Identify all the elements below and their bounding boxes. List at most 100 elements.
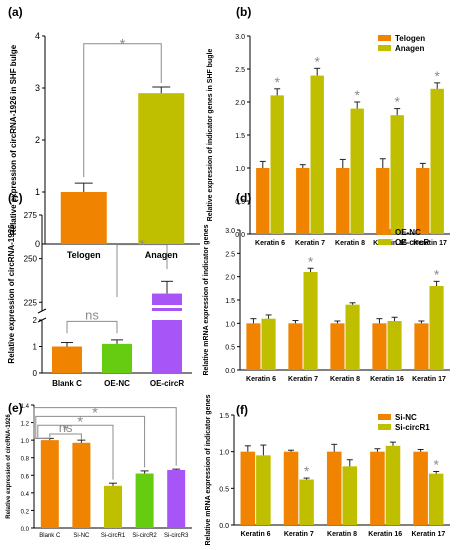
y-tick-label: 0.0 bbox=[219, 523, 229, 530]
panel-label: (a) bbox=[8, 5, 23, 19]
x-tick-label: Keratin 8 bbox=[327, 531, 357, 538]
bar bbox=[326, 451, 342, 525]
y-tick-label: 1.0 bbox=[235, 166, 245, 173]
y-tick-label: 0.2 bbox=[21, 509, 30, 515]
bar bbox=[430, 88, 444, 234]
significance-star: * bbox=[434, 68, 440, 84]
x-tick-label: Keratin 17 bbox=[413, 240, 447, 247]
y-tick-label: 4 bbox=[35, 31, 40, 41]
bar bbox=[60, 192, 107, 244]
legend-swatch bbox=[378, 229, 391, 235]
legend-swatch bbox=[378, 239, 391, 245]
panel-label: (c) bbox=[8, 191, 23, 205]
significance-star: * bbox=[434, 266, 440, 282]
bar bbox=[261, 318, 276, 370]
y-tick-label: 0.4 bbox=[21, 492, 30, 498]
panel-a: (a) 0 1 2 3 4 Relative expression of circRNA-1… bbox=[8, 5, 200, 260]
y-tick-label: 1.5 bbox=[235, 133, 245, 140]
x-tick-label: Keratin 6 bbox=[255, 240, 285, 247]
bar bbox=[104, 485, 122, 528]
legend-swatch bbox=[378, 45, 391, 51]
significance-star: * bbox=[274, 74, 280, 90]
y-tick-label: 275 bbox=[24, 211, 38, 220]
bar bbox=[342, 466, 358, 525]
y-tick-label: 3 bbox=[35, 83, 40, 93]
bar bbox=[270, 95, 284, 235]
legend-label: Telogen bbox=[395, 34, 425, 43]
y-tick-label: 1.5 bbox=[219, 413, 229, 420]
x-tick-label: Keratin 7 bbox=[288, 376, 318, 383]
x-tick-label: Anagen bbox=[145, 250, 178, 260]
bar bbox=[350, 108, 364, 234]
x-tick-label: Keratin 16 bbox=[368, 531, 402, 538]
bar-break-gap bbox=[152, 305, 182, 308]
significance-star: * bbox=[433, 456, 439, 472]
legend-swatch bbox=[378, 424, 391, 430]
bar bbox=[256, 455, 271, 525]
y-tick-label: 0.0 bbox=[21, 527, 30, 533]
y-tick-label: 1.5 bbox=[225, 298, 235, 305]
bar bbox=[72, 442, 91, 528]
significance-bracket bbox=[49, 433, 82, 441]
bar bbox=[167, 470, 186, 528]
panel-label: (b) bbox=[236, 5, 251, 19]
x-tick-label: Telogen bbox=[67, 250, 101, 260]
significance-star: * bbox=[77, 413, 83, 430]
bar bbox=[310, 75, 324, 234]
y-tick-label: 1.4 bbox=[21, 404, 30, 410]
panel-label: (d) bbox=[236, 191, 251, 205]
x-tick-label: Keratin 17 bbox=[412, 376, 446, 383]
bar bbox=[288, 323, 303, 370]
legend-swatch bbox=[378, 35, 391, 41]
x-tick-label: Keratin 6 bbox=[246, 376, 276, 383]
significance-star: * bbox=[308, 253, 314, 269]
x-tick-label: Keratin 8 bbox=[330, 376, 360, 383]
y-axis-label: Relative mRNA expression of indicator ge… bbox=[205, 394, 212, 545]
y-tick-label: 2.0 bbox=[225, 275, 235, 282]
bar bbox=[387, 321, 402, 370]
x-tick-label: Keratin 16 bbox=[370, 376, 404, 383]
y-tick-label: 225 bbox=[24, 298, 38, 307]
y-tick-label: 1.0 bbox=[219, 450, 229, 457]
legend-label: OE-NC bbox=[395, 228, 421, 237]
x-tick-label: Si-circR3 bbox=[164, 533, 189, 539]
bar bbox=[330, 323, 345, 370]
bar bbox=[372, 323, 387, 370]
y-tick-label: 0.6 bbox=[21, 474, 30, 480]
bar bbox=[40, 440, 59, 528]
bar bbox=[283, 451, 299, 525]
bar bbox=[240, 451, 256, 525]
bar bbox=[428, 473, 444, 525]
y-tick-label: 0.5 bbox=[219, 486, 229, 493]
y-tick-label: 1 bbox=[35, 187, 40, 197]
x-tick-label: OE-NC bbox=[104, 379, 130, 388]
y-tick-label: 0.5 bbox=[225, 345, 235, 352]
significance-bracket bbox=[83, 43, 162, 178]
panel-d: (d) 0.0 0.5 1.0 1.5 2.0 2.5 3.0 Relative mRNA ex… bbox=[203, 191, 450, 383]
x-tick-label: OE-circR bbox=[150, 379, 184, 388]
x-tick-label: Blank C bbox=[52, 379, 82, 388]
legend-swatch bbox=[378, 414, 391, 420]
x-tick-label: Keratin 17 bbox=[411, 531, 445, 538]
significance-star: * bbox=[139, 237, 145, 254]
y-tick-label: 0.5 bbox=[235, 199, 245, 206]
bar bbox=[256, 168, 270, 234]
bar bbox=[296, 168, 310, 234]
bar bbox=[246, 323, 261, 370]
bar bbox=[135, 473, 154, 528]
significance-star: * bbox=[354, 87, 360, 103]
panel-c: (c) 0 1 2 225 250 275 Relative expression of ci… bbox=[7, 191, 192, 388]
panel-f: (f) 0.0 0.5 1.0 1.5 Relative mRNA expression … bbox=[205, 394, 450, 546]
significance-star: * bbox=[394, 94, 400, 110]
y-tick-label: 0 bbox=[33, 369, 38, 378]
x-tick-label: Si-circR1 bbox=[101, 533, 126, 539]
panel-label: (e) bbox=[8, 401, 23, 415]
y-tick-label: 1.0 bbox=[21, 439, 30, 445]
significance-ns: ns bbox=[85, 307, 99, 322]
bar bbox=[345, 304, 360, 370]
y-tick-label: 250 bbox=[24, 255, 38, 264]
x-tick-label: Si-NC bbox=[73, 533, 90, 539]
panel-e: (e) 0.0 0.2 0.4 0.6 0.8 1.0 1.2 1.4 Relative expr… bbox=[6, 401, 192, 539]
